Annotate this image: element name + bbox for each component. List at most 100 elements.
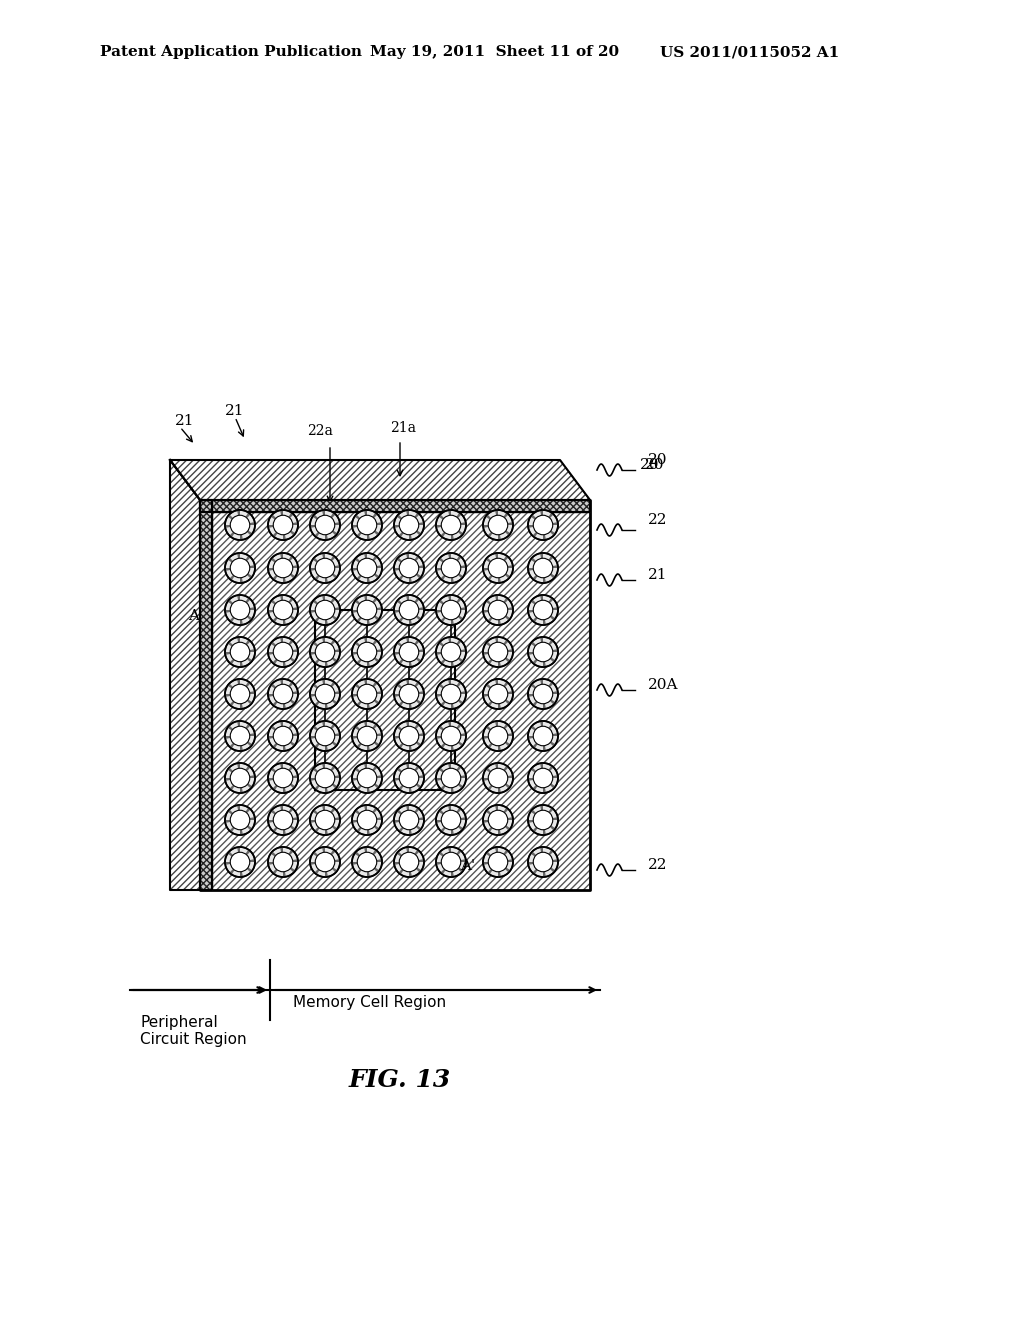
Wedge shape bbox=[367, 578, 370, 583]
Wedge shape bbox=[407, 595, 409, 601]
Circle shape bbox=[230, 810, 250, 830]
Wedge shape bbox=[498, 619, 501, 624]
Text: 21: 21 bbox=[175, 414, 195, 428]
Wedge shape bbox=[323, 763, 325, 768]
Wedge shape bbox=[247, 867, 253, 873]
Circle shape bbox=[488, 684, 508, 704]
Wedge shape bbox=[483, 568, 488, 572]
Wedge shape bbox=[325, 619, 328, 624]
Wedge shape bbox=[332, 531, 338, 536]
Wedge shape bbox=[436, 737, 441, 739]
Wedge shape bbox=[377, 523, 382, 525]
Wedge shape bbox=[409, 535, 412, 540]
Wedge shape bbox=[504, 556, 509, 561]
Wedge shape bbox=[229, 659, 234, 664]
Wedge shape bbox=[415, 512, 420, 519]
Wedge shape bbox=[505, 742, 511, 747]
Wedge shape bbox=[543, 578, 546, 583]
Wedge shape bbox=[367, 871, 370, 876]
Wedge shape bbox=[289, 512, 294, 519]
Wedge shape bbox=[246, 598, 251, 603]
Wedge shape bbox=[250, 859, 255, 862]
Wedge shape bbox=[415, 639, 420, 645]
Wedge shape bbox=[374, 783, 380, 788]
Wedge shape bbox=[247, 783, 253, 788]
Wedge shape bbox=[238, 805, 240, 810]
Circle shape bbox=[315, 726, 335, 746]
Wedge shape bbox=[374, 700, 380, 705]
Wedge shape bbox=[238, 847, 240, 853]
Circle shape bbox=[357, 810, 377, 830]
Text: A: A bbox=[188, 609, 199, 623]
Wedge shape bbox=[416, 573, 422, 578]
Circle shape bbox=[394, 595, 424, 624]
Circle shape bbox=[488, 768, 508, 788]
Wedge shape bbox=[310, 694, 315, 697]
Wedge shape bbox=[540, 847, 543, 853]
Wedge shape bbox=[314, 869, 319, 874]
Circle shape bbox=[230, 601, 250, 620]
Wedge shape bbox=[394, 737, 399, 739]
Wedge shape bbox=[332, 700, 338, 705]
Wedge shape bbox=[367, 829, 370, 836]
Circle shape bbox=[534, 726, 553, 746]
Wedge shape bbox=[270, 642, 276, 647]
Wedge shape bbox=[549, 766, 554, 771]
Circle shape bbox=[528, 553, 558, 583]
Circle shape bbox=[352, 721, 382, 751]
Circle shape bbox=[225, 595, 255, 624]
Circle shape bbox=[273, 853, 293, 871]
Wedge shape bbox=[250, 775, 255, 777]
Wedge shape bbox=[270, 684, 276, 689]
Wedge shape bbox=[398, 826, 403, 833]
Wedge shape bbox=[229, 576, 234, 581]
Wedge shape bbox=[281, 805, 283, 810]
Wedge shape bbox=[365, 847, 367, 853]
Wedge shape bbox=[283, 746, 286, 751]
Circle shape bbox=[436, 553, 466, 583]
Wedge shape bbox=[438, 726, 444, 730]
Wedge shape bbox=[270, 767, 276, 772]
Wedge shape bbox=[505, 867, 511, 873]
Wedge shape bbox=[289, 681, 294, 688]
Circle shape bbox=[230, 558, 250, 578]
Wedge shape bbox=[419, 859, 424, 862]
Circle shape bbox=[225, 763, 255, 793]
Wedge shape bbox=[312, 726, 318, 730]
Wedge shape bbox=[540, 805, 543, 810]
Wedge shape bbox=[356, 659, 361, 664]
Polygon shape bbox=[170, 459, 590, 500]
Circle shape bbox=[315, 601, 335, 620]
Wedge shape bbox=[407, 763, 409, 768]
Wedge shape bbox=[227, 726, 233, 730]
Wedge shape bbox=[331, 681, 336, 688]
Wedge shape bbox=[373, 556, 378, 561]
Wedge shape bbox=[396, 515, 402, 520]
Wedge shape bbox=[540, 638, 543, 643]
Wedge shape bbox=[458, 867, 464, 873]
Wedge shape bbox=[495, 847, 498, 853]
Wedge shape bbox=[229, 826, 234, 833]
Circle shape bbox=[225, 847, 255, 876]
Wedge shape bbox=[310, 862, 315, 865]
Wedge shape bbox=[373, 723, 378, 729]
Wedge shape bbox=[240, 871, 243, 876]
Wedge shape bbox=[225, 777, 230, 781]
Circle shape bbox=[230, 853, 250, 871]
Wedge shape bbox=[354, 767, 360, 772]
Wedge shape bbox=[457, 850, 462, 855]
Circle shape bbox=[230, 726, 250, 746]
Wedge shape bbox=[457, 766, 462, 771]
Wedge shape bbox=[549, 681, 554, 688]
Wedge shape bbox=[373, 766, 378, 771]
Circle shape bbox=[483, 638, 513, 667]
Wedge shape bbox=[290, 615, 296, 620]
Wedge shape bbox=[508, 607, 513, 610]
Wedge shape bbox=[227, 684, 233, 689]
Wedge shape bbox=[238, 678, 240, 685]
Wedge shape bbox=[240, 829, 243, 836]
Circle shape bbox=[399, 768, 419, 788]
Wedge shape bbox=[440, 576, 445, 581]
Wedge shape bbox=[314, 785, 319, 791]
Circle shape bbox=[230, 768, 250, 788]
